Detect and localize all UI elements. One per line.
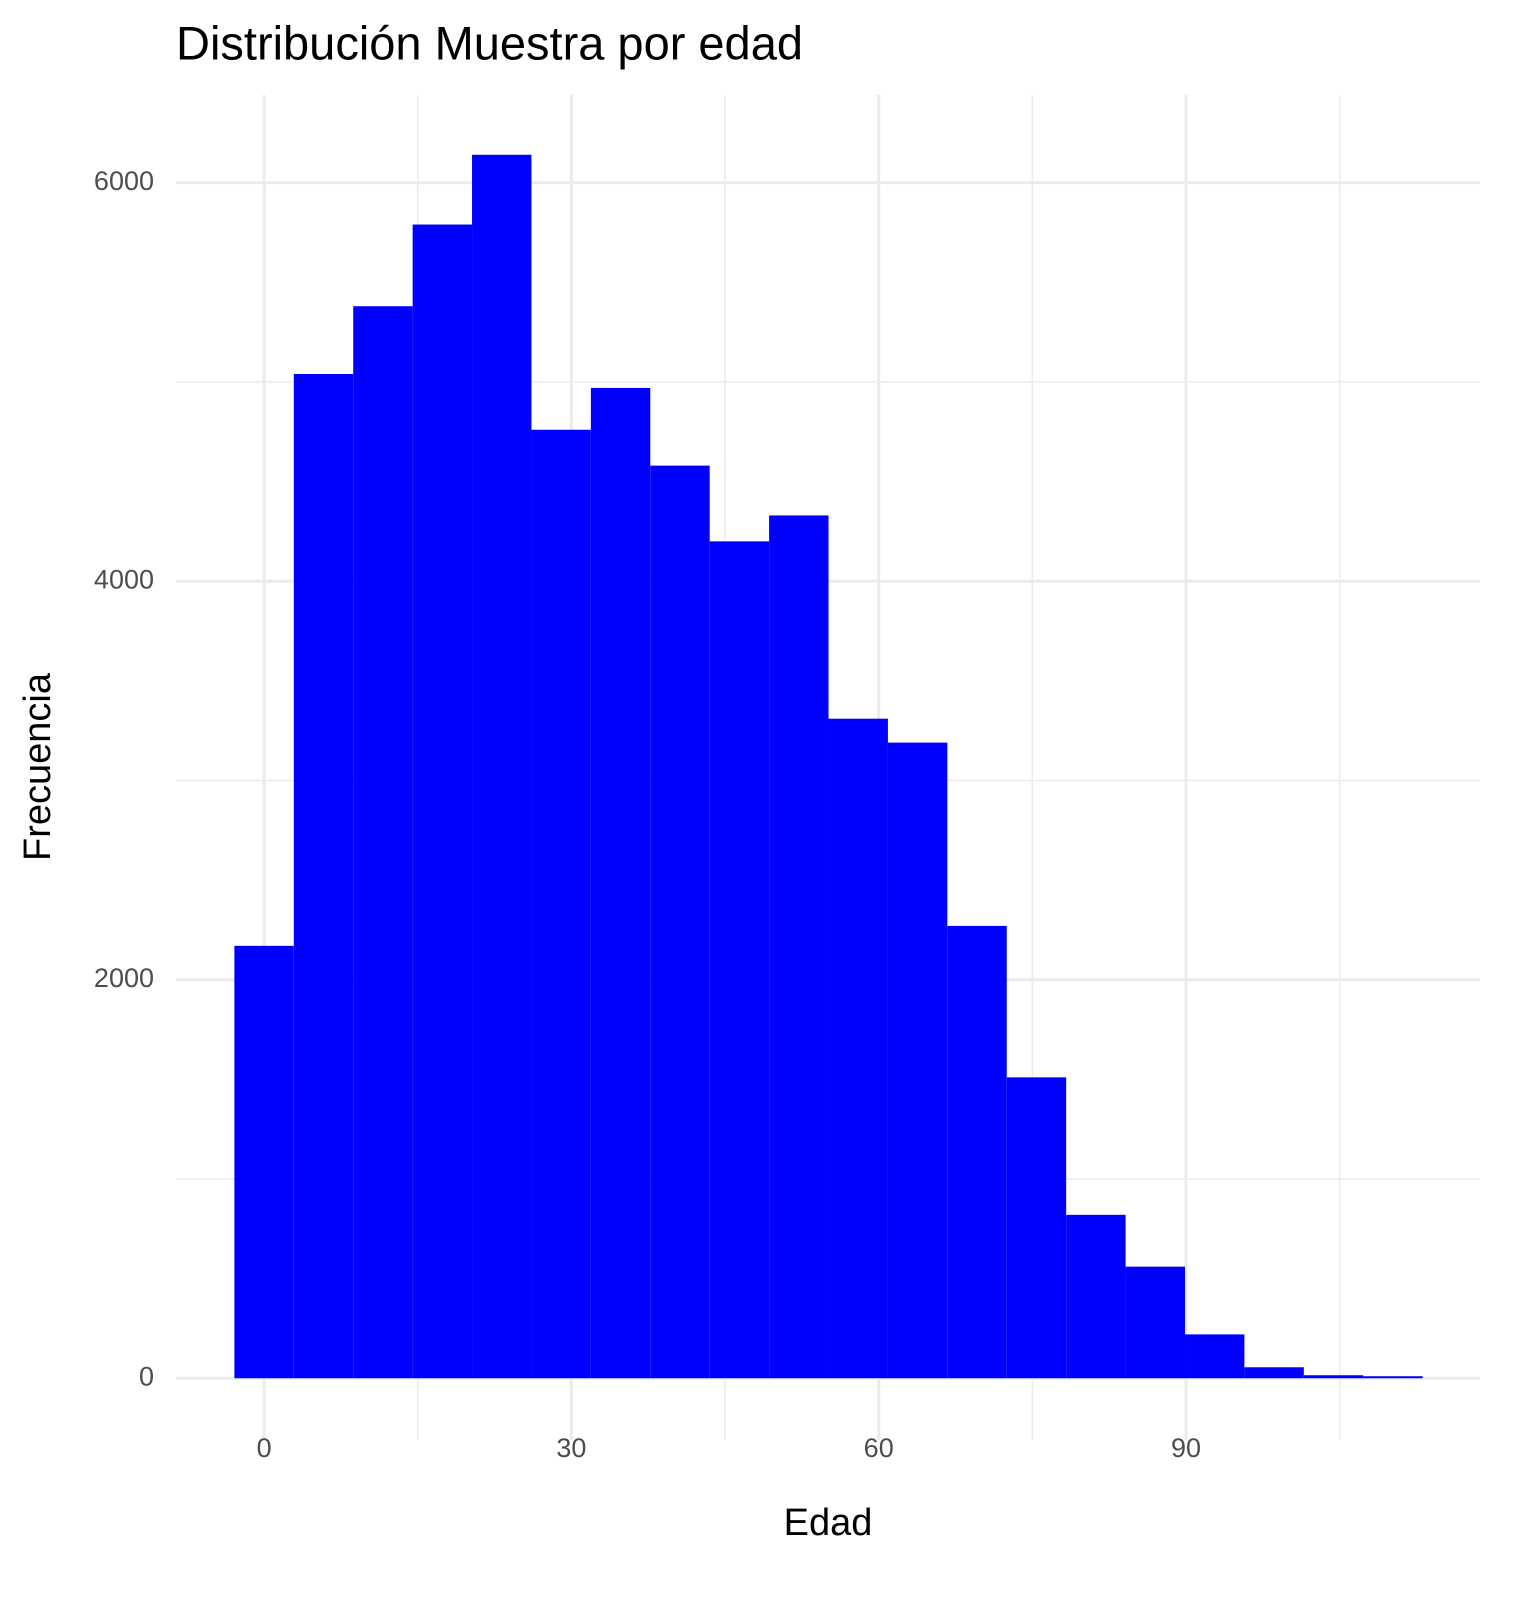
x-tick-label: 90 bbox=[1171, 1433, 1201, 1463]
y-tick-label: 4000 bbox=[94, 564, 154, 594]
bar bbox=[1303, 1375, 1364, 1379]
bar bbox=[709, 541, 770, 1379]
x-tick-label: 0 bbox=[257, 1433, 272, 1463]
bar bbox=[769, 515, 829, 1379]
y-tick-label: 2000 bbox=[94, 963, 154, 993]
bar bbox=[472, 154, 532, 1379]
bar bbox=[1125, 1266, 1185, 1379]
y-tick-label: 0 bbox=[139, 1361, 154, 1391]
bar bbox=[1244, 1367, 1304, 1379]
bar bbox=[1066, 1214, 1126, 1379]
bar bbox=[828, 718, 888, 1379]
y-tick-label: 6000 bbox=[94, 166, 154, 196]
bar bbox=[412, 224, 473, 1379]
bar bbox=[1363, 1376, 1423, 1379]
bar bbox=[531, 429, 591, 1379]
bar bbox=[590, 387, 651, 1379]
bar bbox=[234, 945, 294, 1379]
bar bbox=[947, 925, 1007, 1379]
x-tick-label: 30 bbox=[556, 1433, 586, 1463]
bar bbox=[887, 742, 948, 1379]
bar bbox=[1006, 1077, 1067, 1379]
y-axis-title: Frecuencia bbox=[17, 672, 59, 861]
bar bbox=[1184, 1334, 1245, 1379]
bar bbox=[353, 306, 413, 1379]
bar bbox=[650, 465, 710, 1379]
x-axis-title: Edad bbox=[784, 1502, 873, 1544]
bar bbox=[293, 373, 354, 1379]
x-tick-label: 60 bbox=[864, 1433, 894, 1463]
chart-title: Distribución Muestra por edad bbox=[176, 16, 803, 69]
